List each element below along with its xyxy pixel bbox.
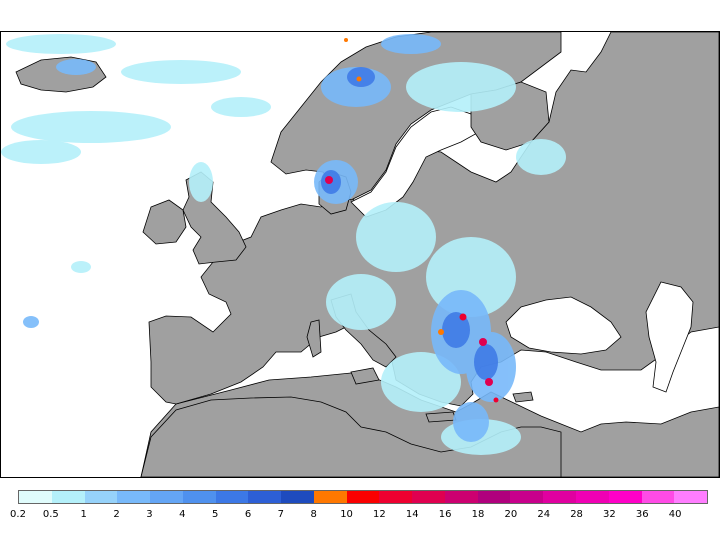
- legend-tick-label: 6: [244, 509, 252, 520]
- legend-swatch: [182, 491, 216, 503]
- legend-tick-label: 28: [570, 509, 583, 520]
- precipitation-legend: 0.2 0.5 1 2 3 4 5 6 7 8 10 12 14 16 18 20 24 28 32 36 40: [10, 490, 708, 530]
- land-ireland: [142, 199, 187, 245]
- map-canvas: [1, 32, 719, 477]
- water-black-sea: [505, 296, 622, 355]
- legend-swatch: [215, 491, 249, 503]
- legend-tick-label: 7: [277, 509, 285, 520]
- legend-swatch: [248, 491, 282, 503]
- legend-tick-label: 32: [603, 509, 616, 520]
- legend-swatch: [346, 491, 380, 503]
- legend-swatch: [51, 491, 85, 503]
- legend-swatch: [150, 491, 183, 503]
- legend-tick-label: 4: [179, 509, 186, 520]
- precipitation-map: [0, 31, 720, 478]
- legend-swatch: [641, 491, 675, 503]
- legend-swatch: [313, 491, 347, 503]
- legend-swatch: [576, 491, 609, 503]
- land-sardinia: [306, 319, 322, 358]
- legend-swatch: [444, 491, 478, 503]
- legend-tick-label: 18: [471, 509, 485, 520]
- legend-swatch: [608, 491, 642, 503]
- legend-swatch: [477, 491, 511, 503]
- legend-swatch: [379, 491, 413, 503]
- land-cyprus: [512, 391, 534, 403]
- legend-tick-label: 24: [537, 509, 551, 520]
- legend-tick-label: 16: [438, 509, 452, 520]
- legend-tick-label: 10: [340, 509, 353, 520]
- legend-swatch: [19, 491, 52, 503]
- legend-tick-label: 0.2: [10, 509, 26, 520]
- legend-tick-label: 8: [310, 509, 317, 520]
- legend-swatch: [543, 491, 577, 503]
- legend-tick-label: 1: [80, 509, 87, 520]
- legend-swatch: [510, 491, 544, 503]
- land-north-africa: [140, 396, 562, 477]
- legend-swatch: [117, 491, 151, 503]
- legend-tick-label: 36: [635, 509, 649, 520]
- legend-tick-label: 5: [211, 509, 219, 520]
- precip-intense: [325, 38, 499, 403]
- legend-swatch: [674, 491, 708, 503]
- legend-tick-label: 20: [504, 509, 518, 520]
- legend-swatch: [412, 491, 445, 503]
- legend-tick-label: 40: [668, 509, 682, 520]
- legend-tick-label: 14: [405, 509, 419, 520]
- water-caspian-sea: [645, 281, 694, 393]
- legend-tick-label: 0.5: [42, 509, 59, 520]
- legend-tick-label: 3: [146, 509, 153, 520]
- legend-tick-label: 12: [373, 509, 386, 520]
- legend-color-bar: [18, 490, 708, 504]
- precip-heavy: [321, 67, 498, 380]
- legend-swatch: [84, 491, 118, 503]
- land-sicily: [350, 367, 380, 385]
- legend-tick-label: 2: [113, 509, 120, 520]
- land-crete: [425, 411, 457, 423]
- legend-swatch: [281, 491, 314, 503]
